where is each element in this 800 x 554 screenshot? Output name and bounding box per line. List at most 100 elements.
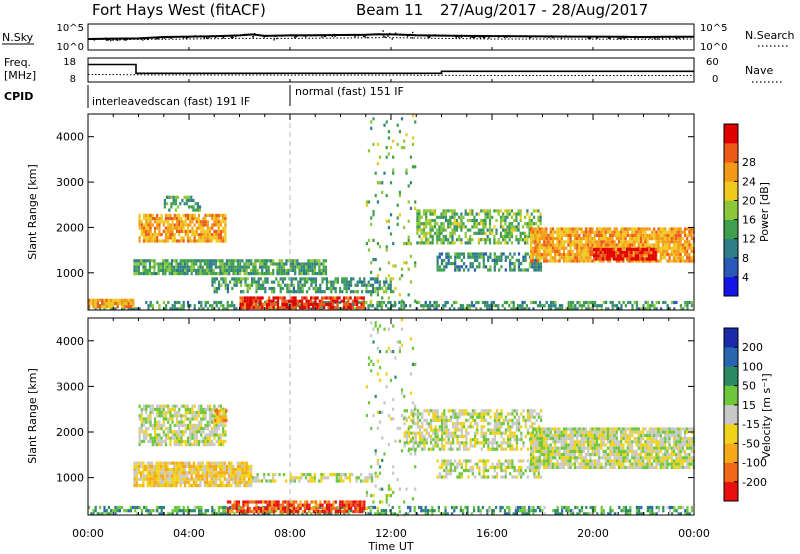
heatmap-cell [184, 484, 187, 488]
heatmap-cell [245, 474, 248, 478]
heatmap-cell [343, 510, 346, 514]
heatmap-cell [519, 215, 522, 219]
heatmap-cell [336, 302, 339, 306]
heatmap-cell [266, 512, 269, 516]
heatmap-cell [202, 307, 205, 311]
heatmap-cell [208, 272, 211, 276]
heatmap-cell [389, 280, 392, 284]
heatmap-cell [247, 477, 250, 481]
heatmap-cell [480, 255, 483, 259]
heatmap-cell [464, 505, 467, 510]
heatmap-cell [547, 233, 550, 237]
heatmap-cell [203, 471, 206, 475]
heatmap-cell [293, 479, 297, 483]
heatmap-cell [616, 512, 619, 516]
heatmap-cell [536, 256, 539, 260]
nsky-dot [667, 35, 670, 38]
heatmap-cell [374, 307, 377, 311]
heatmap-cell [653, 227, 656, 231]
heatmap-cell [194, 202, 197, 206]
heatmap-cell [400, 274, 404, 278]
heatmap-cell [208, 259, 211, 263]
heatmap-cell [324, 268, 328, 272]
heatmap-cell [177, 480, 180, 484]
heatmap-cell [318, 262, 321, 266]
heatmap-cell [556, 512, 559, 516]
heatmap-cell [422, 307, 425, 311]
heatmap-cell [622, 243, 625, 247]
heatmap-cell [247, 265, 250, 269]
heatmap-cell [316, 306, 319, 310]
heatmap-cell [560, 227, 563, 231]
heatmap-cell [611, 304, 614, 308]
heatmap-cell [188, 477, 191, 481]
heatmap-cell [153, 407, 157, 411]
heatmap-cell [495, 304, 498, 308]
heatmap-cell [252, 479, 255, 483]
heatmap-cell [353, 296, 357, 300]
heatmap-cell [166, 268, 169, 272]
heatmap-cell [495, 505, 498, 510]
heatmap-cell [639, 237, 643, 241]
heatmap-cell [438, 234, 441, 239]
heatmap-cell [623, 251, 626, 255]
heatmap-cell [372, 290, 375, 294]
heatmap-cell [175, 484, 178, 488]
heatmap-cell [436, 241, 439, 245]
heatmap-cell [345, 296, 348, 300]
heatmap-cell [569, 512, 572, 516]
heatmap-cell [363, 500, 366, 504]
heatmap-cell [133, 477, 136, 481]
heatmap-cell [470, 300, 473, 305]
heatmap-cell [200, 223, 203, 227]
heatmap-cell [140, 220, 143, 224]
heatmap-cell [197, 213, 201, 217]
heatmap-cell [604, 247, 607, 251]
heatmap-cell [252, 299, 255, 303]
heatmap-cell [634, 251, 637, 255]
heatmap-cell [666, 505, 669, 510]
heatmap-cell [167, 512, 170, 516]
heatmap-cell [88, 301, 91, 306]
heatmap-cell [622, 509, 625, 513]
heatmap-cell [383, 280, 386, 284]
heatmap-cell [549, 243, 552, 247]
heatmap-cell [422, 304, 425, 308]
heatmap-cell [223, 265, 226, 269]
heatmap-cell [376, 274, 379, 278]
heatmap-cell [145, 239, 148, 243]
heatmap-cell [144, 268, 147, 272]
heatmap-cell [543, 237, 546, 241]
nsky-dot [529, 37, 531, 39]
heatmap-cell [349, 302, 352, 306]
heatmap-cell [657, 246, 660, 250]
heatmap-cell [578, 246, 581, 250]
heatmap-cell [635, 509, 638, 513]
heatmap-cell [632, 247, 635, 251]
heatmap-cell [157, 268, 160, 272]
colorbar-segment [724, 200, 738, 220]
nsky-dot [348, 34, 350, 36]
heatmap-cell [213, 220, 216, 224]
heatmap-cell [345, 510, 348, 514]
heatmap-cell [538, 259, 541, 263]
heatmap-cell [444, 304, 447, 308]
heatmap-cell [259, 510, 263, 514]
heatmap-cell [173, 300, 176, 305]
heatmap-cell [247, 259, 250, 263]
heatmap-cell [184, 443, 187, 447]
heatmap-cell [200, 226, 203, 230]
heatmap-cell [318, 259, 321, 263]
heatmap-cell [292, 512, 295, 516]
heatmap-cell [145, 226, 148, 230]
heatmap-cell [197, 439, 201, 443]
nsky-dot [186, 36, 189, 39]
heatmap-cell [171, 417, 174, 421]
heatmap-cell [147, 223, 150, 227]
heatmap-cell [195, 505, 198, 510]
colorbar-segment [724, 257, 738, 278]
heatmap-cell [688, 240, 691, 244]
heatmap-cell [214, 461, 217, 465]
heatmap-cell [137, 272, 140, 276]
heatmap-cell [158, 239, 161, 243]
